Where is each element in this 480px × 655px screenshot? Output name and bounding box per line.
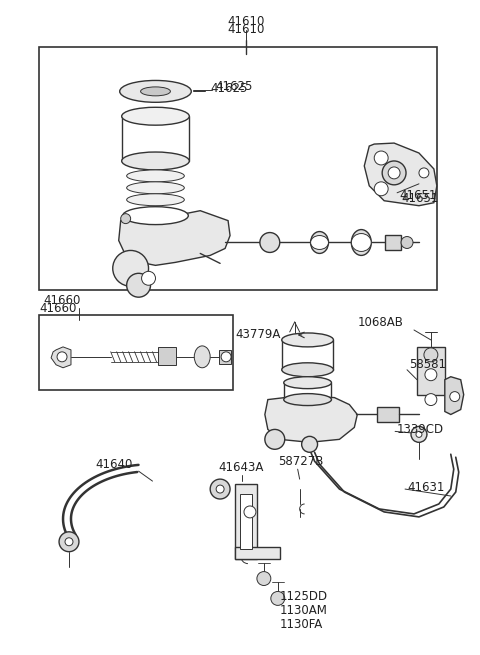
Circle shape [411,426,427,442]
Ellipse shape [351,234,371,252]
Circle shape [301,436,318,452]
Circle shape [271,591,285,605]
Circle shape [65,538,73,546]
Circle shape [388,167,400,179]
Text: 41610: 41610 [227,23,264,36]
Circle shape [210,479,230,499]
Circle shape [374,151,388,165]
Circle shape [425,369,437,381]
Ellipse shape [282,333,334,347]
Circle shape [374,182,388,196]
Ellipse shape [127,170,184,182]
Polygon shape [119,211,230,265]
Circle shape [260,233,280,252]
Ellipse shape [311,236,328,250]
Bar [39,315,233,390]
Circle shape [127,273,151,297]
Circle shape [57,352,67,362]
Circle shape [120,214,131,223]
Circle shape [416,432,422,438]
Circle shape [113,250,148,286]
Bar [235,484,257,559]
Text: 1068AB: 1068AB [357,316,403,329]
Bar [240,494,252,549]
Text: 41651: 41651 [401,193,438,205]
Text: 41631: 41631 [407,481,444,494]
Text: 1130FA: 1130FA [280,618,323,631]
Text: 41610: 41610 [227,15,264,28]
Ellipse shape [194,346,210,367]
Polygon shape [364,143,437,206]
Circle shape [142,271,156,285]
Text: 41643A: 41643A [218,460,264,474]
Bar [385,234,401,250]
Text: 1130AM: 1130AM [280,604,328,617]
Circle shape [59,532,79,552]
Text: 58581: 58581 [409,358,446,371]
Circle shape [221,352,231,362]
Bar [417,347,445,394]
Ellipse shape [311,232,328,253]
Circle shape [419,168,429,178]
Ellipse shape [282,363,334,377]
Circle shape [382,161,406,185]
Ellipse shape [351,229,371,255]
Circle shape [257,572,271,586]
Text: 41625: 41625 [210,82,248,95]
Text: 1125DD: 1125DD [280,590,328,603]
Ellipse shape [120,81,192,102]
Text: 41640: 41640 [96,458,133,471]
Text: 43779A: 43779A [235,328,280,341]
Ellipse shape [122,107,189,125]
Text: 41625: 41625 [215,80,252,93]
Ellipse shape [284,394,332,405]
Text: 41651: 41651 [399,189,436,202]
Text: 1339CD: 1339CD [397,423,444,436]
Bar [235,547,280,559]
Text: 58727B: 58727B [278,455,323,468]
Ellipse shape [127,182,184,194]
Circle shape [450,392,460,402]
Polygon shape [445,377,464,415]
Text: 41660: 41660 [43,293,81,307]
Ellipse shape [127,194,184,206]
Ellipse shape [122,152,189,170]
Circle shape [216,485,224,493]
Ellipse shape [123,207,188,225]
Circle shape [424,348,438,362]
Bar [219,350,231,364]
Polygon shape [51,347,71,367]
Circle shape [265,430,285,449]
Circle shape [244,506,256,518]
Bar [377,407,399,422]
Ellipse shape [141,87,170,96]
Circle shape [401,236,413,248]
Bar [39,47,437,290]
Bar [158,347,176,365]
Circle shape [425,394,437,405]
Polygon shape [265,396,357,442]
Ellipse shape [284,377,332,388]
Text: 41660: 41660 [39,301,76,314]
